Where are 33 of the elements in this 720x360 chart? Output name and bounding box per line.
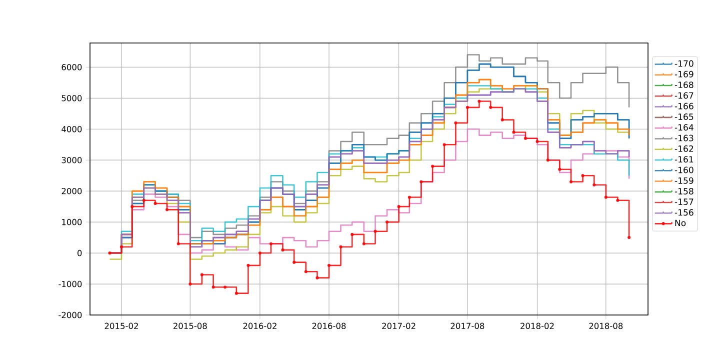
legend-label: -168 — [674, 82, 694, 88]
y-tick-label: 6000 — [62, 64, 82, 70]
x-tick-label: 2018-02 — [520, 322, 554, 330]
legend-label: -162 — [674, 145, 694, 152]
legend-label: No — [675, 220, 686, 226]
legend-label: -157 — [674, 198, 694, 206]
legend-label: -159 — [674, 177, 694, 184]
legend-label: -167 — [674, 92, 694, 99]
legend-label: -166 — [674, 102, 694, 110]
legend-label: -165 — [674, 114, 694, 120]
legend-label: -170 — [674, 60, 694, 67]
y-tick-label: -2000 — [58, 312, 82, 318]
x-tick-label: 2015-02 — [104, 322, 138, 330]
y-tick-label: 0 — [78, 250, 82, 256]
x-tick-label: 2017-02 — [382, 322, 416, 330]
y-tick-label: 4000 — [62, 126, 82, 132]
legend-label: -164 — [674, 124, 694, 131]
y-tick-label: 1000 — [62, 218, 82, 226]
legend-label: -169 — [674, 70, 694, 78]
y-tick-label: 2000 — [62, 188, 82, 194]
legend-label: -160 — [674, 166, 694, 174]
legend-label: -161 — [674, 156, 694, 163]
legend-label: -158 — [674, 188, 694, 194]
x-tick-label: 2015-08 — [173, 322, 207, 330]
x-tick-label: 2016-08 — [312, 322, 346, 330]
y-tick-label: -1000 — [58, 280, 82, 288]
x-tick-label: 2017-08 — [450, 322, 484, 330]
legend-label: -156 — [674, 209, 694, 216]
y-tick-label: 5000 — [62, 95, 82, 102]
x-tick-label: 2016-02 — [243, 322, 276, 330]
x-tick-label: 2018-08 — [589, 322, 623, 330]
y-tick-label: 3000 — [62, 156, 82, 164]
legend-label: -163 — [674, 134, 694, 142]
